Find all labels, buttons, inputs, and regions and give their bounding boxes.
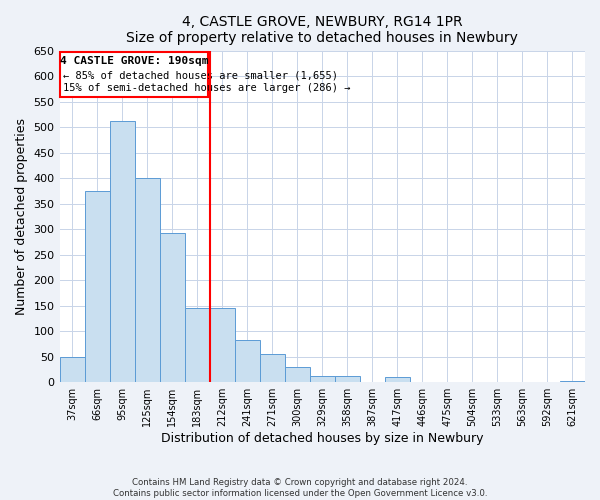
Bar xyxy=(310,376,335,382)
Bar xyxy=(385,377,410,382)
Y-axis label: Number of detached properties: Number of detached properties xyxy=(15,118,28,315)
Bar xyxy=(209,308,235,382)
Title: 4, CASTLE GROVE, NEWBURY, RG14 1PR
Size of property relative to detached houses : 4, CASTLE GROVE, NEWBURY, RG14 1PR Size … xyxy=(127,15,518,45)
Bar xyxy=(260,354,285,382)
Bar xyxy=(160,232,185,382)
Bar xyxy=(560,381,585,382)
X-axis label: Distribution of detached houses by size in Newbury: Distribution of detached houses by size … xyxy=(161,432,484,445)
Text: 4 CASTLE GROVE: 190sqm: 4 CASTLE GROVE: 190sqm xyxy=(60,56,208,66)
Text: Contains HM Land Registry data © Crown copyright and database right 2024.
Contai: Contains HM Land Registry data © Crown c… xyxy=(113,478,487,498)
Bar xyxy=(335,376,360,382)
Bar xyxy=(285,367,310,382)
Bar xyxy=(85,191,110,382)
Bar xyxy=(235,340,260,382)
Text: 15% of semi-detached houses are larger (286) →: 15% of semi-detached houses are larger (… xyxy=(62,84,350,94)
Bar xyxy=(59,356,85,382)
Bar xyxy=(110,121,134,382)
FancyBboxPatch shape xyxy=(60,52,208,98)
Bar xyxy=(134,178,160,382)
Bar xyxy=(185,308,209,382)
Text: ← 85% of detached houses are smaller (1,655): ← 85% of detached houses are smaller (1,… xyxy=(62,70,338,80)
